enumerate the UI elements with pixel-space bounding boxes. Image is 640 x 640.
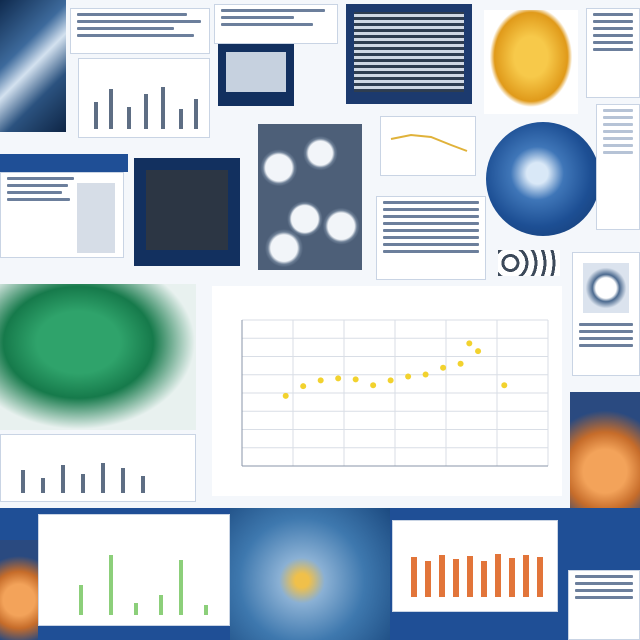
document-panel-left (0, 172, 124, 258)
organ-image-bottom-left (0, 540, 38, 640)
chart-point (501, 382, 508, 389)
orange-bar-chart-svg (411, 554, 543, 597)
main-scatter-chart-svg (241, 319, 549, 467)
xray-image-top-left (0, 0, 66, 132)
green-creature-image (0, 284, 196, 430)
chart-point (405, 373, 412, 380)
chart-point (317, 377, 324, 384)
gold-organ-image (484, 10, 578, 114)
chart-point (387, 377, 394, 384)
document-panel-header (214, 4, 338, 44)
cell-structure-image (258, 124, 362, 270)
monitor-screenshot-middle (134, 158, 240, 266)
document-panel-top-right (586, 8, 640, 98)
document-panel-bottom-right (568, 570, 640, 640)
spine-image (498, 250, 560, 276)
orange-bar-chart-panel (392, 520, 558, 612)
monitor-screenshot-top (218, 44, 294, 106)
neuron-image (230, 508, 390, 640)
line-chart-thumbnail-svg (390, 133, 468, 152)
chart-point (370, 382, 377, 389)
chart-point (440, 364, 447, 371)
bar-chart-thumbnail-top (78, 58, 210, 138)
chart-point (282, 392, 289, 399)
chart-point (335, 375, 342, 382)
chart-point (475, 348, 482, 355)
green-bar-chart-svg (79, 555, 208, 615)
striped-image-panel (346, 4, 472, 104)
table-panel (376, 196, 486, 280)
chart-point (422, 371, 429, 378)
bar-chart-bars-left (11, 455, 185, 493)
chart-point (466, 340, 473, 347)
bar-chart-thumbnail-left (0, 434, 196, 502)
document-panel-right (596, 104, 640, 230)
chart-point (300, 383, 307, 390)
document-panel-right-middle (572, 252, 640, 376)
header-band-left (0, 154, 128, 172)
chart-point (457, 360, 464, 367)
chart-point (352, 376, 359, 383)
main-scatter-chart (212, 286, 562, 496)
orange-nerve-image (570, 392, 640, 524)
blue-organ-circle (486, 122, 600, 236)
line-chart-thumbnail (380, 116, 476, 176)
green-bar-chart-panel (38, 514, 230, 626)
document-panel-top (70, 8, 210, 54)
bar-chart-bars (89, 79, 199, 129)
